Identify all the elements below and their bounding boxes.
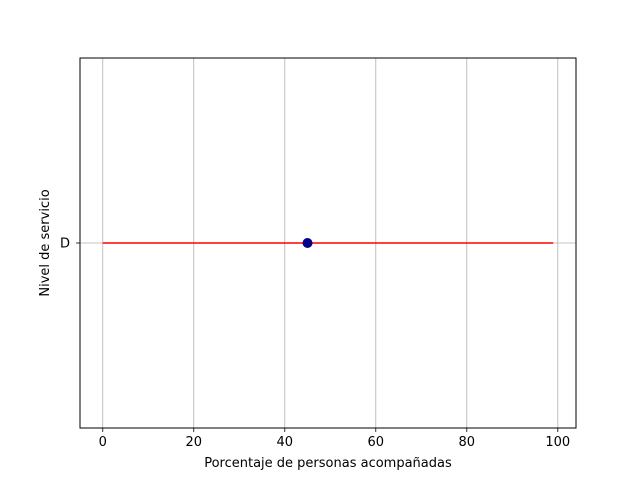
series-layer [102,238,554,248]
y-tick-label: D [60,237,70,252]
x-tick-label: 100 [545,435,570,450]
y-axis-label: Nivel de servicio [38,189,53,296]
x-tick-label: 0 [99,435,107,450]
x-tick-label: 40 [276,435,293,450]
x-tick-label: 20 [185,435,202,450]
x-tick-label: 60 [368,435,385,450]
x-tick-label: 80 [459,435,476,450]
x-axis-label: Porcentaje de personas acompañadas [204,456,452,471]
data-point [302,238,313,248]
ticks-layer: 0 20 40 60 80 100 D [60,237,570,451]
